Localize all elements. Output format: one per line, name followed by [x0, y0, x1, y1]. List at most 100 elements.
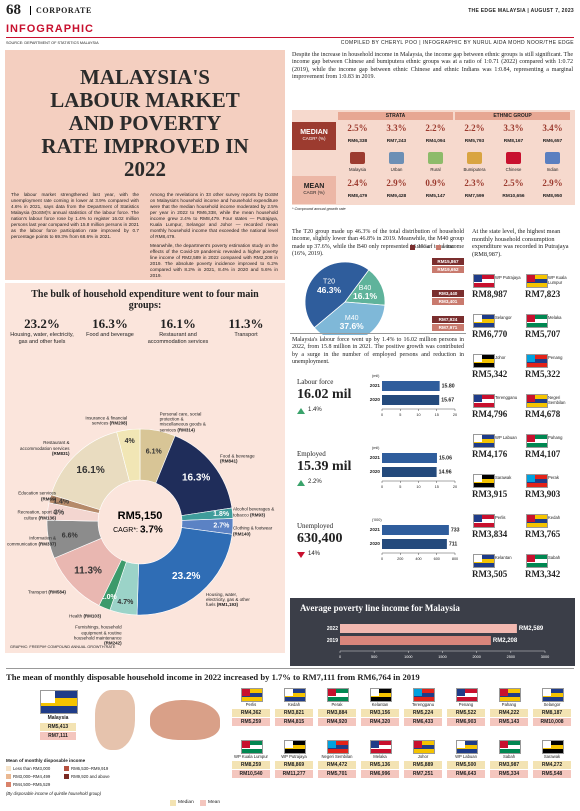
state-mean: RM10,540: [232, 770, 270, 778]
slice-caption: Insurance & financial services (RM208): [77, 416, 127, 427]
state-value: RM3,903: [525, 489, 561, 499]
bulk-title: The bulk of household expenditure went t…: [31, 289, 259, 311]
slice-name: Education services: [18, 491, 56, 497]
flag-stripe: [474, 359, 494, 363]
source: SOURCE: DEPARTMENT OF STATISTICS MALAYSI…: [6, 41, 99, 45]
malaysia-mean: RM7,111: [40, 732, 76, 740]
trend-arrow: [297, 552, 305, 558]
summary-value: 16.1%: [160, 316, 196, 331]
slice-amount: (RM337): [38, 541, 56, 547]
flag-stripe: [527, 399, 547, 403]
flag-canton: [527, 355, 535, 362]
slice-label: 2.7%: [213, 523, 230, 530]
metric-change: 2.2%: [308, 479, 322, 485]
flag: [473, 274, 495, 288]
median-value: RM4,094: [425, 139, 446, 144]
mean-cagr: 2.4%: [347, 178, 368, 188]
x-tick-label: 800: [452, 557, 458, 561]
mean-cagr: 2.9%: [386, 178, 407, 188]
legend-swatch: [64, 774, 69, 779]
flag: [526, 274, 548, 288]
title: MALAYSIA'S LABOUR MARKET AND POVERTY RAT…: [41, 65, 249, 181]
slice-caption: Education services (RM69): [6, 491, 56, 502]
flag-canton: [527, 555, 535, 562]
state-value: RM3,342: [525, 569, 561, 579]
mean-cagr: 2.3%: [464, 178, 485, 188]
slice-caption: Restaurant & accommodation services (RM8…: [19, 440, 70, 456]
pie-value: 16.1%: [353, 291, 378, 301]
value-label: RM2,589: [519, 626, 544, 632]
labour-text: Malaysia's labour force went up by 1.4% …: [292, 337, 464, 366]
state-median: RM8,869: [275, 761, 313, 769]
flag-stripe: [527, 479, 547, 483]
flag-stripe: [527, 439, 547, 443]
state-mean: RM6,433: [404, 718, 442, 726]
summary-value: 11.3%: [228, 316, 264, 331]
slice-amount: (RM242): [104, 640, 122, 646]
mean-value: RM8,950: [542, 194, 563, 199]
map-legend-range: RM9,920 and above: [71, 774, 110, 779]
category-label: 2020: [370, 469, 381, 474]
median-value: RM5,793: [464, 139, 485, 144]
flag-stripe: [474, 559, 494, 563]
pie-value: 46.3%: [317, 285, 342, 295]
state-name: Johor: [495, 355, 506, 360]
x-tick-label: 2500: [507, 655, 515, 659]
map-legend-range: RM4,500–RM5,529: [13, 782, 51, 787]
flag: [526, 434, 548, 448]
state-value: RM4,796: [472, 409, 508, 419]
map-legend-note: (By disposable income of quintile househ…: [6, 791, 101, 796]
flag: [284, 688, 306, 702]
state-mean: RM4,815: [275, 718, 313, 726]
flag-stripe: [500, 745, 520, 749]
state-name: Kelantan: [495, 555, 512, 560]
state-mean: RM7,251: [404, 770, 442, 778]
median-cagr: 2.2%: [425, 123, 446, 133]
state-mean: RM6,643: [447, 770, 485, 778]
state-name: Perak: [548, 475, 559, 480]
state-name: Melaka: [373, 754, 387, 759]
state-mean: RM5,334: [490, 770, 528, 778]
rule: [6, 37, 574, 39]
state-name: Melaka: [548, 315, 562, 320]
slice-name: Housing, water, electricity, gas & other…: [205, 591, 250, 608]
x-tick-label: 200: [397, 557, 403, 561]
mean-value: RM7,599: [464, 194, 485, 199]
graphic-credit: GRAPHIC: FREEPIK: [10, 645, 46, 649]
category-label: 2020: [370, 541, 381, 546]
slice-amount: (RM831): [51, 450, 70, 456]
category-label: 2021: [370, 383, 381, 388]
metric-headline: 16.02 mil: [297, 387, 352, 402]
flag-canton: [527, 275, 535, 282]
legend-swatch: [6, 766, 11, 771]
flag-canton: [527, 475, 535, 482]
slice-amount: (RM136): [38, 515, 56, 521]
flag: [499, 740, 521, 754]
map-legend-range: RM6,530–RM9,919: [71, 766, 109, 771]
median-cagr: 3.3%: [503, 123, 524, 133]
flag-stripe: [527, 319, 547, 323]
flag: [526, 554, 548, 568]
state-median: RM8,187: [533, 709, 571, 717]
median-cagr: 2.5%: [347, 123, 368, 133]
slice-amount: (RM69): [40, 496, 56, 502]
value-label: 15.80: [442, 383, 455, 389]
flag-stripe: [285, 693, 305, 697]
legend-swatch: [436, 245, 441, 250]
flag: [413, 688, 435, 702]
x-tick-label: 5: [399, 485, 401, 489]
state-median: RM3,884: [318, 709, 356, 717]
state-value: RM4,107: [525, 449, 561, 459]
flag-stripe: [285, 745, 305, 749]
bottom-rule: [6, 668, 574, 669]
map-legend-title: Mean of monthly disposable income: [6, 758, 86, 763]
pie-value: 37.6%: [340, 321, 365, 331]
column-name: Chinese: [505, 167, 522, 172]
flag-stripe: [457, 693, 477, 697]
slice-name: Furnishings, household equipment & routi…: [73, 624, 122, 641]
slice-name: Transport: [27, 589, 48, 595]
x-tick-label: 3000: [541, 655, 549, 659]
icon: [428, 152, 443, 164]
mean-box: MEAN CAGR (%): [292, 176, 336, 204]
page-number: 68: [6, 2, 21, 18]
